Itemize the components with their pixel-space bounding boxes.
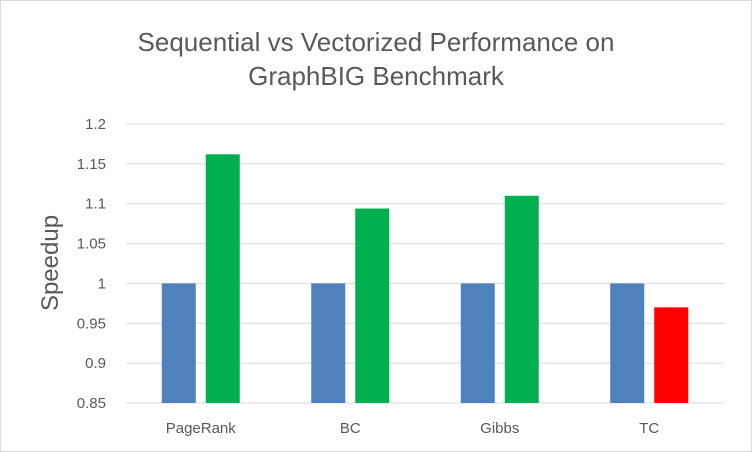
bar-pagerank-sequential <box>161 283 196 403</box>
y-tick-label: 0.85 <box>77 395 106 412</box>
y-tick-label: 1.05 <box>77 236 106 253</box>
y-axis-title: Speedup <box>37 215 64 311</box>
chart-title-line-2: GraphBIG Benchmark <box>248 61 504 91</box>
x-tick-label: TC <box>639 420 659 437</box>
x-tick-labels: PageRank BC Gibbs TC <box>166 420 660 437</box>
chart-title-line-1: Sequential vs Vectorized Performance on <box>137 27 615 57</box>
bar-tc-sequential <box>610 283 645 403</box>
y-tick-label: 1.15 <box>77 156 106 173</box>
y-tick-label: 0.9 <box>85 355 106 372</box>
y-tick-label: 1.1 <box>85 196 106 213</box>
bar-gibbs-sequential <box>460 283 495 403</box>
y-tick-labels: 0.85 0.9 0.95 1 1.05 1.1 1.15 1.2 <box>77 116 106 412</box>
x-tick-label: PageRank <box>166 420 237 437</box>
x-tick-label: BC <box>340 420 361 437</box>
bar-pagerank-vectorized <box>205 154 240 403</box>
bars <box>161 154 689 403</box>
y-tick-label: 1.2 <box>85 116 106 133</box>
bar-gibbs-vectorized <box>504 195 539 403</box>
bar-bc-sequential <box>311 283 346 403</box>
y-tick-label: 1 <box>98 275 106 292</box>
bar-bc-vectorized <box>355 208 390 403</box>
chart-title: Sequential vs Vectorized Performance on … <box>1 25 751 93</box>
y-tick-label: 0.95 <box>77 315 106 332</box>
x-tick-label: Gibbs <box>480 420 519 437</box>
bar-tc-vectorized <box>654 307 689 403</box>
